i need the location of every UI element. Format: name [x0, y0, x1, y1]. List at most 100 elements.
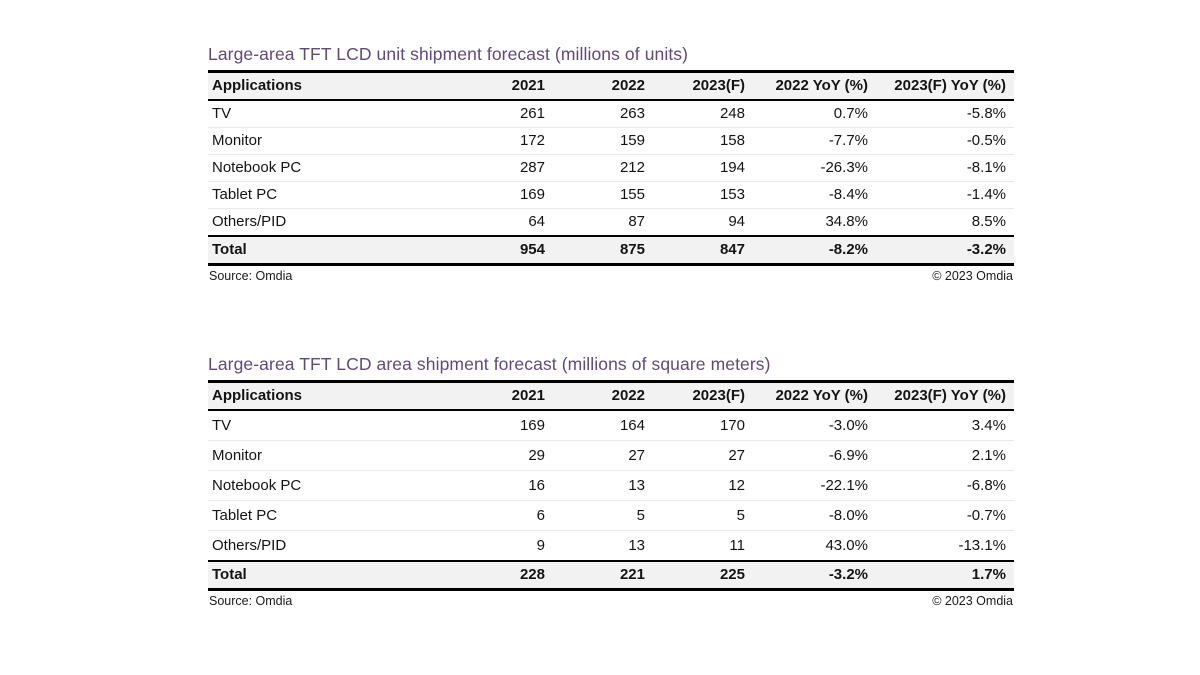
cell-2023f-yoy: -8.1% — [876, 154, 1014, 182]
cell-2022-yoy: -6.9% — [753, 440, 876, 471]
cell-2021: 261 — [463, 100, 553, 128]
cell-total-2023f-yoy: 1.7% — [876, 561, 1014, 591]
cell-application: Others/PID — [208, 208, 463, 237]
cell-total-2022-yoy: -8.2% — [753, 236, 876, 266]
column-header-2022-yoy: 2022 YoY (%) — [753, 381, 876, 411]
cell-2022-yoy: -7.7% — [753, 127, 876, 155]
cell-2023f-yoy: -5.8% — [876, 100, 1014, 128]
cell-2022: 212 — [553, 154, 653, 182]
cell-2022-yoy: 0.7% — [753, 100, 876, 128]
cell-2023f-yoy: 3.4% — [876, 410, 1014, 441]
cell-total-2022-yoy: -3.2% — [753, 561, 876, 591]
cell-2022-yoy: -22.1% — [753, 470, 876, 501]
cell-application: Tablet PC — [208, 500, 463, 531]
column-header-applications: Applications — [208, 381, 463, 411]
cell-2022-yoy: -8.4% — [753, 181, 876, 209]
cell-application: Others/PID — [208, 530, 463, 562]
table-row-tv: TV 261 263 248 0.7% -5.8% — [208, 100, 1014, 128]
cell-application: Monitor — [208, 127, 463, 155]
cell-2023f-yoy: -1.4% — [876, 181, 1014, 209]
source-label: Source: Omdia — [209, 269, 293, 283]
cell-2022-yoy: -8.0% — [753, 500, 876, 531]
cell-application: TV — [208, 100, 463, 128]
cell-2023f-yoy: 2.1% — [876, 440, 1014, 471]
column-header-2023f: 2023(F) — [653, 381, 753, 411]
cell-2022: 5 — [553, 500, 653, 531]
cell-2021: 6 — [463, 500, 553, 531]
cell-total-2022: 875 — [553, 236, 653, 266]
unit-shipment-table: Applications 2021 2022 2023(F) 2022 YoY … — [208, 70, 1014, 266]
column-header-2021: 2021 — [463, 381, 553, 411]
cell-2022: 27 — [553, 440, 653, 471]
column-header-applications: Applications — [208, 71, 463, 101]
cell-application: Notebook PC — [208, 470, 463, 501]
table-row-tv: TV 169 164 170 -3.0% 3.4% — [208, 410, 1014, 441]
table-row-others-pid: Others/PID 64 87 94 34.8% 8.5% — [208, 208, 1014, 237]
cell-2022: 87 — [553, 208, 653, 237]
cell-2023f-yoy: -0.7% — [876, 500, 1014, 531]
cell-2023f: 5 — [653, 500, 753, 531]
cell-2022: 13 — [553, 470, 653, 501]
cell-2021: 287 — [463, 154, 553, 182]
cell-total-2023f: 225 — [653, 561, 753, 591]
cell-2022: 13 — [553, 530, 653, 562]
area-shipment-table-section: Large-area TFT LCD area shipment forecas… — [208, 353, 1014, 608]
total-row: Total 954 875 847 -8.2% -3.2% — [208, 236, 1014, 266]
cell-application: Tablet PC — [208, 181, 463, 209]
column-header-2022-yoy: 2022 YoY (%) — [753, 71, 876, 101]
column-header-2021: 2021 — [463, 71, 553, 101]
cell-total-2022: 221 — [553, 561, 653, 591]
cell-2022: 263 — [553, 100, 653, 128]
cell-2022: 155 — [553, 181, 653, 209]
cell-2021: 29 — [463, 440, 553, 471]
cell-2021: 9 — [463, 530, 553, 562]
column-header-2022: 2022 — [553, 71, 653, 101]
area-shipment-table: Applications 2021 2022 2023(F) 2022 YoY … — [208, 380, 1014, 591]
cell-2023f: 12 — [653, 470, 753, 501]
cell-2021: 16 — [463, 470, 553, 501]
cell-2023f: 153 — [653, 181, 753, 209]
column-header-2023f: 2023(F) — [653, 71, 753, 101]
source-line: Source: Omdia © 2023 Omdia — [208, 594, 1014, 608]
cell-2023f: 248 — [653, 100, 753, 128]
cell-2023f-yoy: -0.5% — [876, 127, 1014, 155]
copyright-label: © 2023 Omdia — [932, 269, 1013, 283]
source-line: Source: Omdia © 2023 Omdia — [208, 269, 1014, 283]
cell-2022-yoy: -26.3% — [753, 154, 876, 182]
cell-application: Notebook PC — [208, 154, 463, 182]
cell-2022: 159 — [553, 127, 653, 155]
cell-2022-yoy: -3.0% — [753, 410, 876, 441]
table-row-tablet-pc: Tablet PC 169 155 153 -8.4% -1.4% — [208, 181, 1014, 209]
cell-2021: 169 — [463, 410, 553, 441]
header-row: Applications 2021 2022 2023(F) 2022 YoY … — [208, 71, 1014, 101]
table-row-notebook-pc: Notebook PC 287 212 194 -26.3% -8.1% — [208, 154, 1014, 182]
cell-2023f: 94 — [653, 208, 753, 237]
table-row-monitor: Monitor 172 159 158 -7.7% -0.5% — [208, 127, 1014, 155]
cell-2021: 172 — [463, 127, 553, 155]
cell-total-2021: 954 — [463, 236, 553, 266]
unit-table-title: Large-area TFT LCD unit shipment forecas… — [208, 44, 689, 64]
table-row-monitor: Monitor 29 27 27 -6.9% 2.1% — [208, 440, 1014, 471]
copyright-label: © 2023 Omdia — [932, 594, 1013, 608]
header-row: Applications 2021 2022 2023(F) 2022 YoY … — [208, 381, 1014, 411]
cell-2023f: 170 — [653, 410, 753, 441]
column-header-2022: 2022 — [553, 381, 653, 411]
cell-total-2023f-yoy: -3.2% — [876, 236, 1014, 266]
source-label: Source: Omdia — [209, 594, 293, 608]
cell-2022: 164 — [553, 410, 653, 441]
cell-total-2023f: 847 — [653, 236, 753, 266]
cell-2023f-yoy: -13.1% — [876, 530, 1014, 562]
unit-shipment-table-section: Large-area TFT LCD unit shipment forecas… — [208, 43, 1014, 283]
total-row: Total 228 221 225 -3.2% 1.7% — [208, 561, 1014, 591]
cell-total-label: Total — [208, 561, 463, 591]
cell-2023f: 27 — [653, 440, 753, 471]
cell-total-2021: 228 — [463, 561, 553, 591]
area-table-title: Large-area TFT LCD area shipment forecas… — [208, 354, 771, 374]
cell-2023f: 158 — [653, 127, 753, 155]
cell-application: Monitor — [208, 440, 463, 471]
cell-2021: 64 — [463, 208, 553, 237]
column-header-2023f-yoy: 2023(F) YoY (%) — [876, 381, 1014, 411]
table-row-others-pid: Others/PID 9 13 11 43.0% -13.1% — [208, 530, 1014, 562]
cell-2023f-yoy: -6.8% — [876, 470, 1014, 501]
